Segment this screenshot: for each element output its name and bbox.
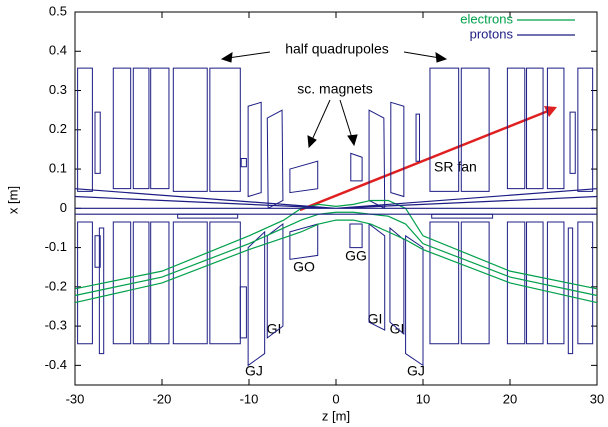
x-axis-label: z [m] bbox=[322, 408, 350, 423]
magnet bbox=[172, 67, 208, 192]
magnet bbox=[239, 286, 247, 339]
magnet bbox=[569, 111, 576, 174]
arrowhead bbox=[307, 135, 317, 149]
legend-label: electrons bbox=[460, 11, 513, 26]
arrow bbox=[299, 109, 549, 212]
y-tick-label: -0.1 bbox=[45, 239, 67, 254]
arrow bbox=[339, 99, 353, 139]
y-tick-label: 0.4 bbox=[49, 43, 67, 58]
series-line bbox=[74, 188, 598, 215]
magnet bbox=[390, 101, 405, 198]
magnet bbox=[209, 67, 241, 192]
magnet bbox=[132, 67, 150, 190]
magnet bbox=[209, 221, 241, 345]
magnet bbox=[94, 111, 101, 174]
magnet bbox=[368, 223, 386, 331]
x-tick-label: -20 bbox=[153, 391, 172, 406]
magnet bbox=[94, 235, 101, 268]
magnet bbox=[577, 221, 594, 345]
arrowhead bbox=[220, 52, 233, 63]
annotation: half quadrupoles bbox=[285, 41, 389, 57]
magnet bbox=[172, 221, 208, 345]
magnet bbox=[546, 221, 565, 345]
magnet bbox=[567, 227, 574, 355]
magnet bbox=[460, 221, 490, 345]
y-tick-label: 0 bbox=[60, 200, 67, 215]
annotation: sc. magnets bbox=[297, 81, 372, 97]
annotation-arrows bbox=[220, 51, 448, 149]
magnet bbox=[546, 67, 565, 190]
magnet bbox=[415, 113, 421, 162]
magnet bbox=[150, 67, 170, 190]
magnet bbox=[460, 67, 490, 192]
magnet bbox=[112, 221, 132, 345]
x-tick-label: -30 bbox=[66, 391, 85, 406]
y-tick-label: -0.2 bbox=[45, 278, 67, 293]
magnet bbox=[289, 223, 319, 260]
magnet bbox=[429, 67, 460, 192]
y-tick-label: -0.3 bbox=[45, 318, 67, 333]
magnet bbox=[405, 234, 424, 367]
magnet bbox=[526, 221, 544, 345]
arrow bbox=[403, 51, 441, 59]
magnet bbox=[349, 223, 363, 249]
series-line bbox=[74, 199, 598, 304]
magnet bbox=[247, 230, 266, 367]
magnet bbox=[112, 67, 132, 190]
annotation: GI bbox=[267, 321, 282, 337]
arrowhead bbox=[435, 52, 448, 63]
arrow bbox=[227, 51, 271, 59]
y-tick-label: -0.4 bbox=[45, 357, 67, 372]
magnet bbox=[389, 226, 405, 336]
annotation: GG bbox=[345, 248, 367, 264]
annotation: GO bbox=[293, 259, 315, 275]
annotation: GJ bbox=[407, 363, 425, 379]
magnet bbox=[506, 67, 526, 190]
annotation: SR fan bbox=[434, 159, 477, 175]
magnet bbox=[132, 221, 150, 345]
magnet bbox=[266, 109, 284, 210]
magnet bbox=[77, 221, 93, 345]
magnet bbox=[577, 67, 594, 192]
y-tick-label: 0.1 bbox=[49, 160, 67, 175]
annotation: GJ bbox=[245, 363, 263, 379]
magnet bbox=[240, 157, 247, 168]
magnet bbox=[77, 67, 93, 192]
y-tick-label: 0.3 bbox=[49, 82, 67, 97]
arrow bbox=[311, 99, 331, 141]
magnet bbox=[526, 67, 544, 190]
x-tick-label: 20 bbox=[503, 391, 517, 406]
magnet bbox=[350, 152, 363, 182]
x-tick-label: 0 bbox=[332, 391, 339, 406]
x-tick-label: 30 bbox=[590, 391, 604, 406]
y-tick-label: 0.5 bbox=[49, 3, 67, 18]
magnets bbox=[77, 67, 594, 367]
y-axis-label: x [m] bbox=[5, 186, 20, 214]
magnet bbox=[150, 221, 170, 345]
annotation: GI bbox=[368, 311, 383, 327]
magnet bbox=[289, 160, 319, 194]
magnet bbox=[506, 221, 526, 345]
magnet bbox=[429, 221, 460, 345]
legend-label: protons bbox=[470, 26, 514, 41]
magnet bbox=[98, 227, 105, 355]
arrowhead bbox=[347, 134, 358, 147]
x-tick-label: -10 bbox=[240, 391, 259, 406]
magnet bbox=[247, 101, 262, 198]
y-tick-label: 0.2 bbox=[49, 121, 67, 136]
x-tick-label: 10 bbox=[416, 391, 430, 406]
magnet bbox=[368, 109, 386, 210]
magnet bbox=[266, 223, 284, 339]
